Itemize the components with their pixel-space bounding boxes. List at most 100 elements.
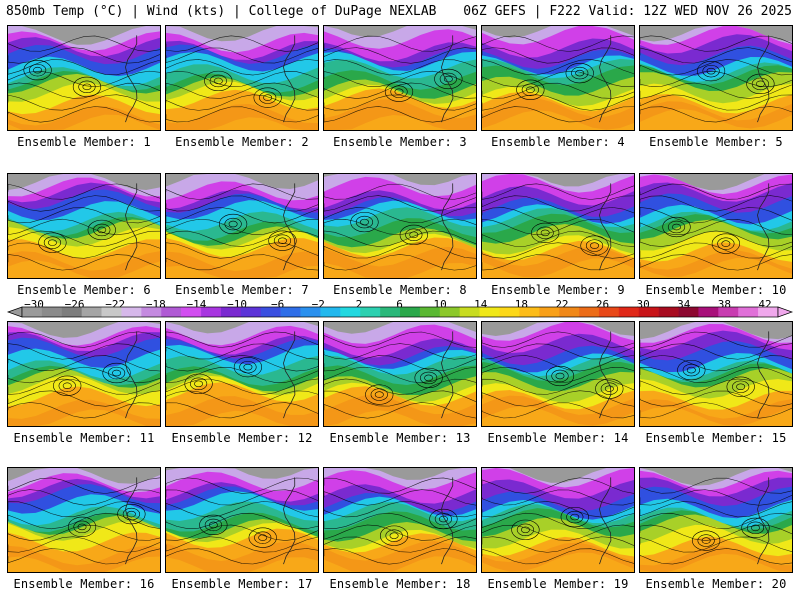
- ensemble-panel: [165, 173, 319, 279]
- ensemble-member-caption: Ensemble Member: 6: [17, 283, 151, 297]
- ensemble-panel: [323, 25, 477, 131]
- ensemble-panel: [481, 25, 635, 131]
- temperature-map: [640, 26, 792, 130]
- colorbar-tick-label: 6: [396, 298, 403, 311]
- colorbar-swatch: [658, 307, 679, 317]
- ensemble-member-caption: Ensemble Member: 10: [645, 283, 787, 297]
- ensemble-member-caption: Ensemble Member: 5: [649, 135, 783, 149]
- ensemble-member-caption: Ensemble Member: 11: [13, 431, 155, 445]
- temperature-map: [324, 322, 476, 426]
- colorbar-swatch: [718, 307, 739, 317]
- colorbar-swatch: [499, 307, 520, 317]
- ensemble-panel: [481, 321, 635, 427]
- colorbar-swatch: [738, 307, 759, 317]
- temperature-map: [166, 174, 318, 278]
- colorbar-swatch: [181, 307, 202, 317]
- colorbar-swatch: [419, 307, 441, 317]
- colorbar-swatch: [519, 307, 540, 317]
- colorbar-swatch: [141, 307, 162, 317]
- colorbar-right-arrow: [777, 306, 794, 318]
- ensemble-panel: [323, 467, 477, 573]
- ensemble-member-caption: Ensemble Member: 7: [175, 283, 309, 297]
- ensemble-member-caption: Ensemble Member: 13: [329, 431, 471, 445]
- temperature-map: [166, 322, 318, 426]
- ensemble-member-caption: Ensemble Member: 18: [329, 577, 471, 591]
- colorbar-swatch: [340, 307, 361, 317]
- ensemble-panel: [323, 173, 477, 279]
- colorbar-swatch: [81, 307, 102, 317]
- colorbar: [6, 306, 794, 318]
- temperature-map: [482, 322, 634, 426]
- temperature-map: [482, 26, 634, 130]
- ensemble-panel: [165, 25, 319, 131]
- temperature-map: [324, 174, 476, 278]
- temperature-map: [640, 174, 792, 278]
- colorbar-swatch: [539, 307, 560, 317]
- colorbar-swatch: [260, 307, 281, 317]
- colorbar-swatch: [240, 307, 262, 317]
- colorbar-swatch: [360, 307, 381, 317]
- ensemble-panel: [639, 173, 793, 279]
- ensemble-member-caption: Ensemble Member: 16: [13, 577, 155, 591]
- colorbar-swatch: [61, 307, 82, 317]
- colorbar-swatch: [400, 307, 421, 317]
- temperature-map: [8, 468, 160, 572]
- ensemble-member-caption: Ensemble Member: 9: [491, 283, 625, 297]
- ensemble-member-caption: Ensemble Member: 20: [645, 577, 787, 591]
- colorbar-swatch: [758, 307, 779, 317]
- run-valid-time: 06Z GEFS | F222 Valid: 12Z WED NOV 26 20…: [463, 4, 792, 19]
- temperature-map: [166, 26, 318, 130]
- colorbar-tick-label: 2: [355, 298, 363, 311]
- temperature-map: [482, 174, 634, 278]
- ensemble-member-caption: Ensemble Member: 14: [487, 431, 629, 445]
- ensemble-panel: [7, 25, 161, 131]
- colorbar-swatch: [300, 307, 321, 317]
- ensemble-panel: [323, 321, 477, 427]
- colorbar-swatch: [479, 307, 500, 317]
- temperature-map: [482, 468, 634, 572]
- colorbar-swatch: [121, 307, 142, 317]
- ensemble-panel: [481, 467, 635, 573]
- colorbar-swatch: [201, 307, 222, 317]
- ensemble-member-caption: Ensemble Member: 15: [645, 431, 787, 445]
- temperature-map: [8, 322, 160, 426]
- temperature-map: [166, 468, 318, 572]
- colorbar-swatch: [161, 307, 182, 317]
- colorbar-swatch: [598, 307, 620, 317]
- ensemble-panel: [7, 321, 161, 427]
- ensemble-member-caption: Ensemble Member: 1: [17, 135, 151, 149]
- colorbar-swatch: [698, 307, 719, 317]
- colorbar-swatch: [579, 307, 600, 317]
- ensemble-panel: [639, 321, 793, 427]
- ensemble-panel: [7, 467, 161, 573]
- ensemble-panel: [639, 25, 793, 131]
- colorbar-swatch: [220, 307, 242, 317]
- ensemble-member-caption: Ensemble Member: 19: [487, 577, 629, 591]
- ensemble-member-caption: Ensemble Member: 12: [171, 431, 313, 445]
- colorbar-swatch: [439, 307, 460, 317]
- temperature-map: [8, 26, 160, 130]
- colorbar-swatch: [280, 307, 301, 317]
- ensemble-member-caption: Ensemble Member: 8: [333, 283, 467, 297]
- colorbar-swatch: [101, 307, 122, 317]
- colorbar-swatch: [380, 307, 401, 317]
- colorbar-swatch: [459, 307, 480, 317]
- ensemble-member-caption: Ensemble Member: 4: [491, 135, 625, 149]
- ensemble-member-caption: Ensemble Member: 17: [171, 577, 313, 591]
- temperature-map: [324, 26, 476, 130]
- colorbar-swatch: [559, 307, 580, 317]
- colorbar-swatch: [618, 307, 640, 317]
- ensemble-panel: [7, 173, 161, 279]
- colorbar-swatch: [638, 307, 659, 317]
- ensemble-panel: [165, 467, 319, 573]
- ensemble-panel: [481, 173, 635, 279]
- chart-title: 850mb Temp (°C) | Wind (kts) | College o…: [6, 4, 437, 19]
- colorbar-swatch: [320, 307, 341, 317]
- colorbar-swatch: [41, 307, 63, 317]
- ensemble-member-caption: Ensemble Member: 3: [333, 135, 467, 149]
- temperature-map: [8, 174, 160, 278]
- colorbar-swatch: [678, 307, 699, 317]
- ensemble-member-caption: Ensemble Member: 2: [175, 135, 309, 149]
- temperature-map: [324, 468, 476, 572]
- temperature-map: [640, 322, 792, 426]
